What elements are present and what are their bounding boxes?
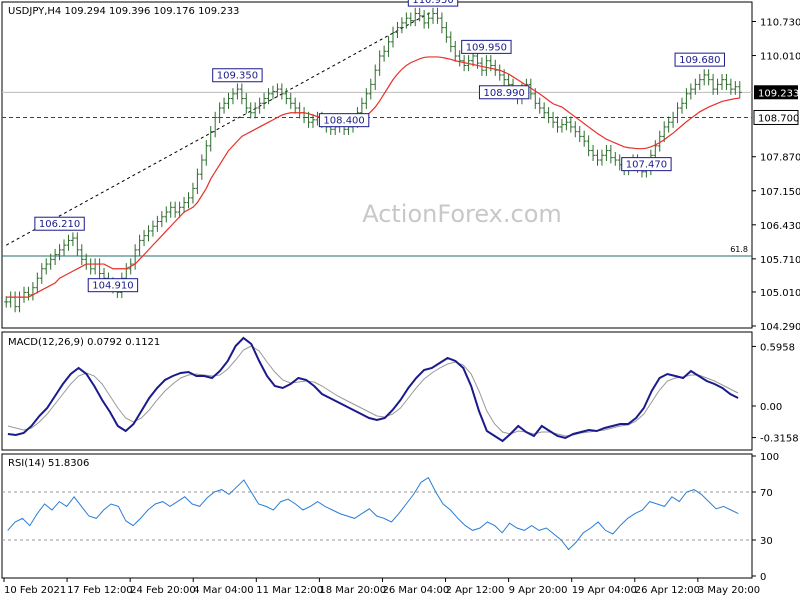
price-annotation-text: 109.950 bbox=[466, 42, 507, 53]
rsi-layer bbox=[2, 476, 752, 551]
price-annotation-box bbox=[318, 113, 370, 128]
price-y-tick-label: 106.430 bbox=[760, 221, 800, 232]
price-annotation: 110.950 bbox=[407, 0, 459, 7]
axis-layer: 110.730 110.010 109.233 108.700 107.870 107.1… bbox=[3, 17, 800, 596]
x-tick-label: 11 Mar 12:00 bbox=[256, 585, 323, 596]
macd-layer bbox=[7, 336, 739, 443]
x-tick-label: 2 Apr 12:00 bbox=[446, 585, 505, 596]
price-annotation-box bbox=[674, 52, 725, 67]
current-price-label: 109.233 bbox=[758, 88, 799, 99]
price-annotation-box bbox=[621, 157, 672, 172]
price-annotation-text: 109.680 bbox=[679, 55, 720, 66]
fib-618-label: 61.8 bbox=[730, 245, 748, 254]
x-tick-label: 19 Apr 04:00 bbox=[572, 585, 637, 596]
x-tick-label: 3 May 20:00 bbox=[698, 585, 760, 596]
rsi-y-tick-label: 30 bbox=[760, 536, 773, 547]
x-tick-label: 9 Apr 20:00 bbox=[509, 585, 568, 596]
price-y-tick-label: 104.290 bbox=[760, 322, 800, 333]
price-annotation: 109.680 bbox=[674, 52, 725, 67]
price-y-tick-label: 107.150 bbox=[760, 187, 800, 198]
macd-label: MACD(12,26,9) 0.0792 0.1121 bbox=[8, 337, 160, 348]
price-annotation-box bbox=[87, 278, 139, 293]
price-y-tick-label: 107.870 bbox=[760, 153, 800, 164]
price-y-tick-label: 110.010 bbox=[760, 52, 800, 63]
rsi-line bbox=[7, 476, 739, 551]
current-price-box bbox=[754, 85, 798, 100]
price-annotation-box bbox=[34, 216, 85, 231]
price-panel-frame bbox=[1, 1, 753, 329]
price-annotation-text: 107.470 bbox=[626, 160, 667, 171]
price-annotation-text: 108.990 bbox=[483, 88, 524, 99]
price-annotation: 104.910 bbox=[87, 278, 139, 293]
price-y-tick-label: 110.730 bbox=[760, 17, 800, 28]
price-annotation-text: 106.210 bbox=[39, 219, 80, 230]
ema-line bbox=[6, 56, 740, 298]
price-annotation: 108.990 bbox=[478, 85, 530, 100]
price-annotation-box bbox=[461, 39, 512, 54]
x-tick-label: 10 Feb 2021 bbox=[4, 585, 66, 596]
watermark: ActionForex.com bbox=[362, 200, 562, 228]
rsi-label: RSI(14) 51.8306 bbox=[8, 458, 89, 469]
x-tick-label: 24 Feb 20:00 bbox=[130, 585, 196, 596]
macd-y-tick-label: -0.3158 bbox=[760, 434, 799, 445]
macd-signal-line bbox=[7, 345, 739, 437]
price-annotation-text: 104.910 bbox=[92, 281, 133, 292]
x-tick-label: 4 Mar 04:00 bbox=[193, 585, 253, 596]
price-annotation: 106.210 bbox=[34, 216, 85, 231]
x-tick-label: 18 Mar 20:00 bbox=[319, 585, 386, 596]
x-tick-label: 26 Apr 12:00 bbox=[635, 585, 700, 596]
x-tick-label: 17 Feb 12:00 bbox=[67, 585, 133, 596]
macd-panel-frame bbox=[1, 331, 753, 451]
price-annotation-box bbox=[212, 68, 263, 83]
price-annotation-text: 110.950 bbox=[412, 0, 453, 6]
macd-y-tick-label: 0.00 bbox=[760, 402, 782, 413]
price-y-tick-label: 105.010 bbox=[760, 288, 800, 299]
price-annotation-text: 108.400 bbox=[323, 116, 364, 127]
price-annotation: 107.470 bbox=[621, 157, 672, 172]
price-layer: 61.8 110.950 109.350 109.950 108.990 108.400 1… bbox=[2, 0, 752, 313]
level-price-box bbox=[753, 109, 799, 125]
rsi-y-tick-label: 70 bbox=[760, 488, 773, 499]
rsi-panel-frame bbox=[1, 453, 753, 579]
macd-y-tick-label: 0.5958 bbox=[760, 342, 795, 353]
rsi-y-tick-label: 0 bbox=[760, 572, 766, 583]
rsi-y-tick-label: 100 bbox=[760, 452, 779, 463]
price-annotation-text: 109.350 bbox=[217, 71, 258, 82]
price-annotation-box bbox=[407, 0, 459, 7]
price-annotation-box bbox=[478, 85, 530, 100]
x-tick-label: 26 Mar 04:00 bbox=[382, 585, 449, 596]
price-annotation: 109.350 bbox=[212, 68, 263, 83]
price-annotation: 108.400 bbox=[318, 113, 370, 128]
price-annotation: 109.950 bbox=[461, 39, 512, 54]
macd-line bbox=[7, 336, 739, 443]
price-y-tick-label: 105.710 bbox=[760, 255, 800, 266]
symbol-header: USDJPY,H4 109.294 109.396 109.176 109.23… bbox=[8, 6, 239, 17]
level-price-label: 108.700 bbox=[758, 113, 799, 124]
